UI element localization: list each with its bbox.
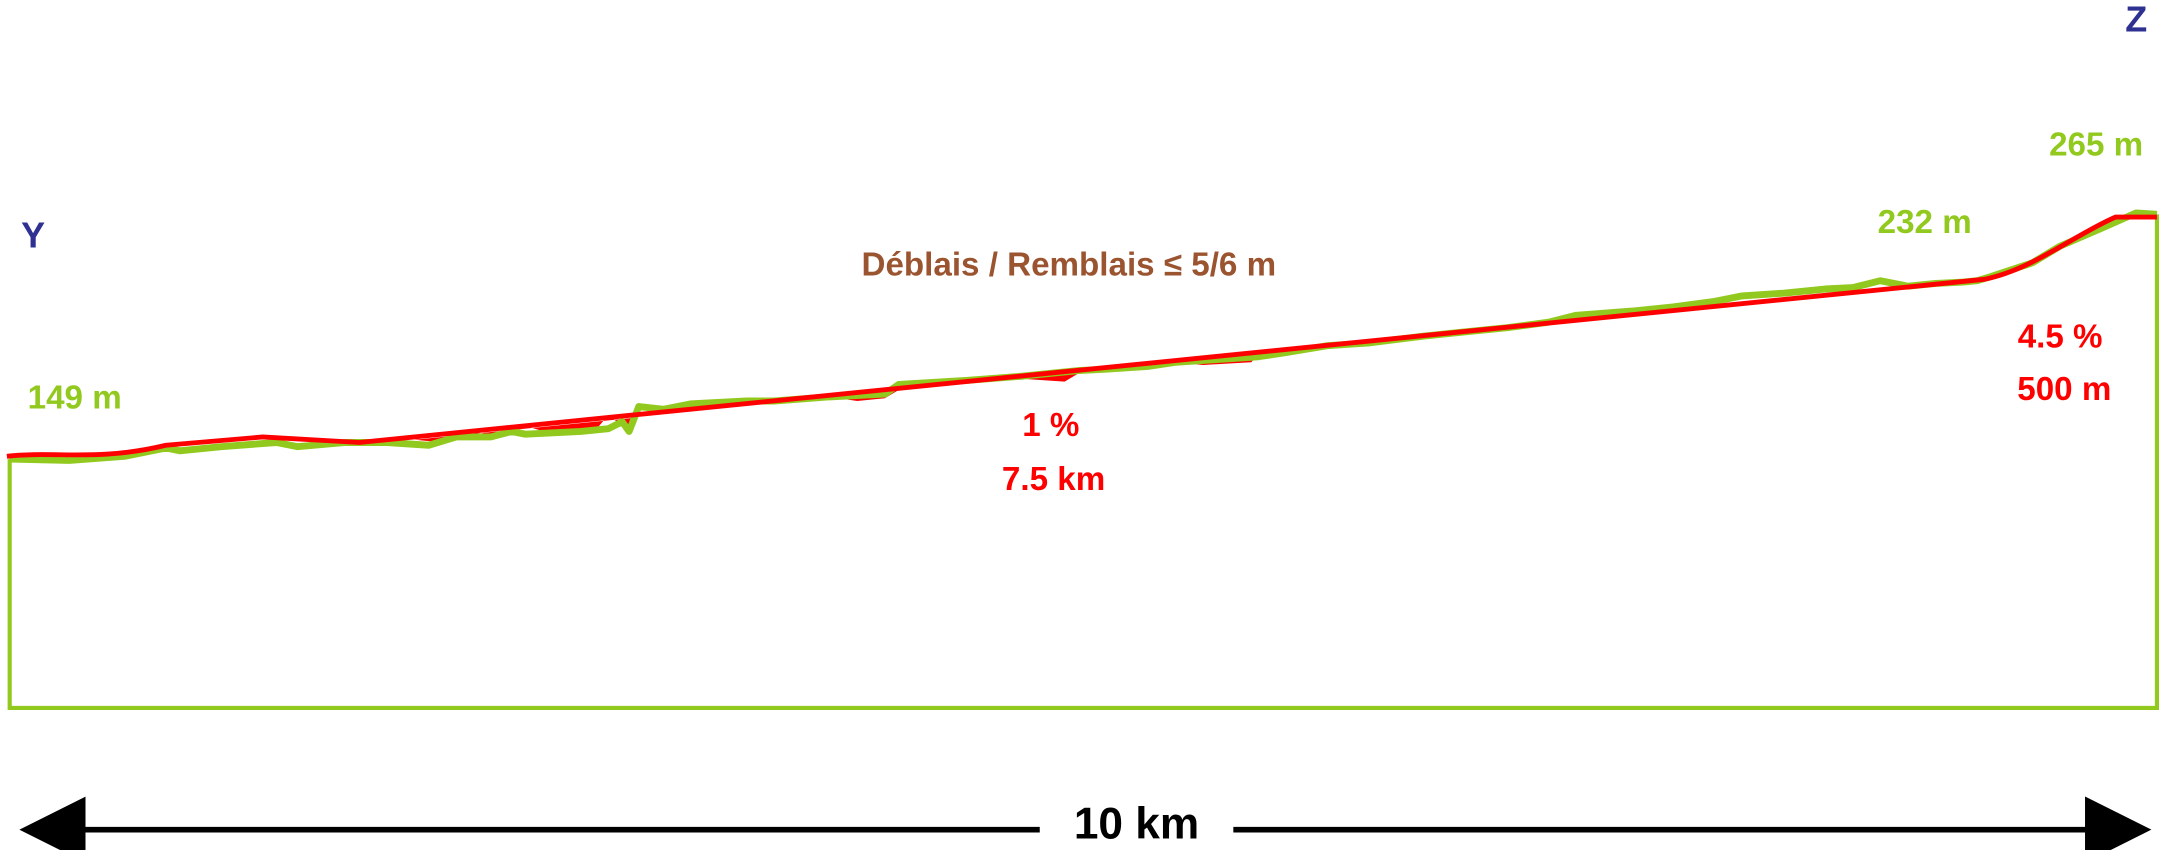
start-elevation: 149 m (28, 379, 122, 416)
end-point: Z (2125, 0, 2147, 40)
design-line (6, 214, 2157, 459)
end-elevation: 265 m (2049, 126, 2143, 163)
length-label: 500 m (2017, 371, 2111, 408)
length-label: 7.5 km (1002, 461, 1105, 498)
total-length: 10 km (1074, 800, 1199, 849)
slope-label: 4.5 % (2018, 319, 2103, 356)
terrain-box (7, 214, 2160, 711)
mid-elevation: 232 m (1878, 204, 1972, 241)
fill-area (414, 414, 637, 443)
start-point: Y (21, 214, 45, 255)
cut-fill-title: Déblais / Remblais ≤ 5/6 m (861, 247, 1276, 284)
slope-label: 1 % (1022, 407, 1079, 444)
